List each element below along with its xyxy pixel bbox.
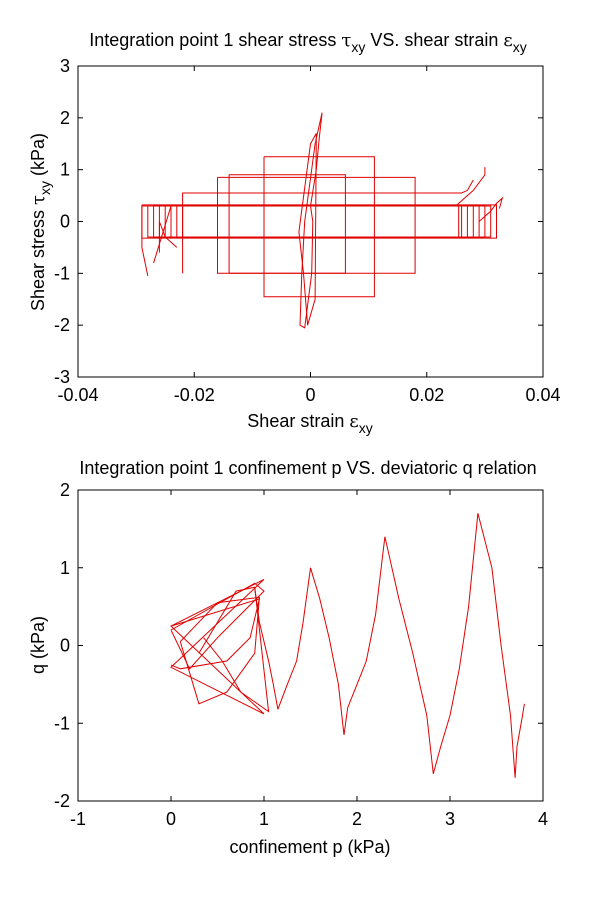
chart2-series-line-5 [254, 587, 279, 710]
chart1-ytick-label: -3 [54, 367, 70, 387]
chart1-ytick-label: -1 [54, 263, 70, 283]
chart2-xtick-label: 2 [352, 809, 362, 829]
chart1-series-line-16 [182, 205, 460, 238]
chart2-ytick-label: 1 [60, 558, 70, 578]
confinement-deviatoric-chart: Integration point 1 confinement p VS. de… [28, 458, 548, 857]
chart1-xlabel: Shear strain εxy [247, 411, 372, 436]
chart2-ytick-label: 2 [60, 480, 70, 500]
chart2-axes-box [77, 489, 544, 802]
chart2-series-line-1 [170, 578, 265, 715]
chart1-series-line-11 [153, 204, 486, 239]
chart2-xlabel: confinement p (kPa) [229, 837, 390, 857]
chart1-series-line-14 [170, 205, 468, 238]
chart2-series-line-9 [514, 703, 525, 778]
chart1-series-line-4 [228, 174, 346, 274]
chart1-series-line-10 [147, 205, 492, 238]
chart2-title: Integration point 1 confinement p VS. de… [79, 458, 536, 478]
chart1-xtick-label: 0.02 [409, 385, 444, 405]
chart2-series-line-3 [198, 586, 270, 713]
chart2-series-line-8 [432, 513, 516, 778]
chart2-series-line-6 [277, 567, 345, 735]
chart1-series-line-3 [263, 156, 375, 298]
chart2-xtick-label: 0 [166, 809, 176, 829]
chart2-series-line-4 [179, 596, 260, 705]
chart2-ylabel: q (kPa) [28, 616, 48, 674]
chart1-series-line-9 [141, 204, 497, 239]
chart2-ytick-label: -2 [54, 791, 70, 811]
chart1-series-line-15 [176, 204, 463, 239]
chart1-ytick-label: 3 [60, 56, 70, 76]
chart2-xtick-label: -1 [70, 809, 86, 829]
chart1-ytick-label: -2 [54, 315, 70, 335]
chart1-ticks: -0.04 -0.02 0 0.02 0.04 3 2 1 0 -1 -2 -3 [54, 56, 561, 405]
chart1-ytick-label: 1 [60, 160, 70, 180]
chart1-xtick-label: -0.02 [174, 385, 215, 405]
chart2-xtick-label: 1 [259, 809, 269, 829]
chart1-xtick-label: -0.04 [57, 385, 98, 405]
chart2-xtick-label: 4 [538, 809, 548, 829]
chart2-series-line-7 [343, 536, 434, 774]
chart1-series-line-7 [165, 167, 486, 207]
chart1-series-line-17 [158, 221, 178, 253]
chart1-series-line-13 [164, 204, 474, 239]
chart1-series-line-8 [141, 205, 172, 277]
chart2-xtick-label: 3 [445, 809, 455, 829]
chart1-series-line-1 [299, 112, 323, 329]
chart1-series-line-6 [182, 179, 474, 274]
chart1-series-line-12 [158, 205, 480, 238]
chart1-xtick-label: 0.04 [525, 385, 560, 405]
chart1-ytick-label: 2 [60, 108, 70, 128]
chart1-title: Integration point 1 shear stress τxy VS.… [89, 30, 527, 55]
chart1-ytick-label: 0 [60, 212, 70, 232]
chart2-series-group [170, 513, 525, 778]
chart1-series-line-5 [217, 176, 416, 274]
chart1-series-line-18 [478, 196, 504, 222]
chart1-ylabel: Shear stress τxy (kPa) [28, 133, 53, 311]
shear-stress-strain-chart: Integration point 1 shear stress τxy VS.… [28, 30, 561, 436]
chart2-ytick-label: -1 [54, 713, 70, 733]
chart2-ytick-label: 0 [60, 636, 70, 656]
chart1-xtick-label: 0 [305, 385, 315, 405]
chart1-series-group [141, 112, 504, 329]
